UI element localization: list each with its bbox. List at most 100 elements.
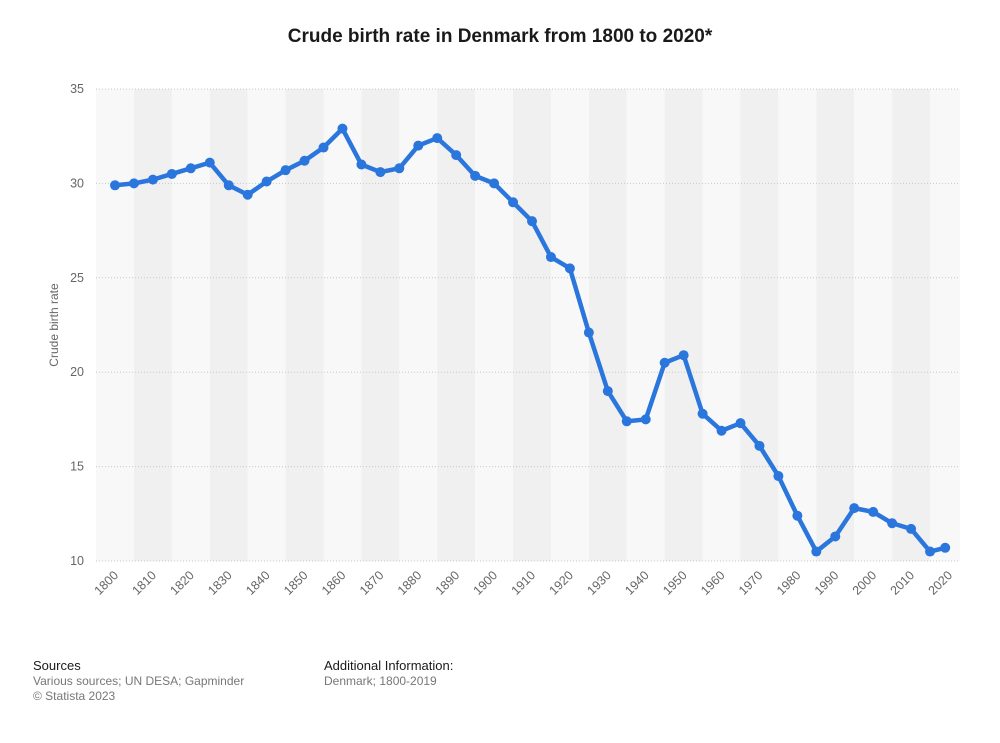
chart-title: Crude birth rate in Denmark from 1800 to… — [288, 26, 713, 47]
background-band — [247, 89, 286, 561]
x-tick-label: 1910 — [509, 568, 539, 598]
x-tick-label: 1980 — [774, 568, 804, 598]
x-tick-label: 1870 — [357, 568, 387, 598]
data-point — [602, 386, 613, 397]
data-point — [583, 327, 594, 338]
data-point — [451, 150, 462, 161]
data-point — [545, 252, 556, 263]
data-point — [185, 163, 196, 174]
data-point — [849, 503, 860, 514]
data-point — [697, 408, 708, 419]
x-tick-label: 1920 — [546, 568, 576, 598]
data-point — [868, 506, 879, 517]
data-point — [564, 263, 575, 274]
x-tick-label: 1830 — [205, 568, 235, 598]
data-point — [147, 174, 158, 185]
alternating-bands — [96, 89, 960, 561]
x-tick-label: 2020 — [926, 568, 956, 598]
additional-info-text: Denmark; 1800-2019 — [324, 674, 437, 688]
x-tick-label: 1930 — [584, 568, 614, 598]
x-tick-label: 2000 — [850, 568, 880, 598]
background-band — [664, 89, 703, 561]
x-tick-label: 1850 — [281, 568, 311, 598]
x-tick-label: 1840 — [243, 568, 273, 598]
y-tick-label: 35 — [70, 82, 84, 96]
background-band — [399, 89, 438, 561]
data-point — [223, 180, 234, 191]
data-point — [375, 167, 386, 178]
data-point — [280, 165, 291, 176]
x-tick-label: 1800 — [92, 568, 122, 598]
background-band — [740, 89, 779, 561]
data-point — [508, 197, 519, 208]
x-tick-label: 1810 — [129, 568, 159, 598]
y-tick-label: 25 — [70, 271, 84, 285]
data-point — [413, 140, 424, 151]
x-tick-label: 2010 — [888, 568, 918, 598]
data-point — [242, 189, 253, 200]
y-tick-label: 20 — [70, 365, 84, 379]
data-point — [166, 168, 177, 179]
data-point — [527, 216, 537, 227]
y-tick-label: 10 — [70, 554, 84, 568]
background-band — [930, 89, 960, 561]
background-band — [475, 89, 514, 561]
x-tick-label: 1860 — [319, 568, 349, 598]
data-point — [394, 163, 405, 174]
data-point — [640, 414, 651, 425]
x-tick-label: 1900 — [471, 568, 501, 598]
background-band — [778, 89, 817, 561]
data-point — [621, 416, 632, 427]
data-point — [792, 510, 803, 521]
x-tick-label: 1950 — [660, 568, 690, 598]
y-tick-label: 30 — [70, 176, 84, 190]
additional-info-block: Additional Information: Denmark; 1800-20… — [324, 658, 453, 689]
additional-info-heading: Additional Information: — [324, 658, 454, 673]
background-band — [588, 89, 627, 561]
x-tick-label: 1940 — [622, 568, 652, 598]
copyright-text[interactable]: © Statista 2023 — [33, 689, 116, 703]
background-band — [171, 89, 210, 561]
data-point — [299, 155, 310, 166]
data-point — [811, 546, 822, 557]
background-band — [892, 89, 931, 561]
y-tick-label: 15 — [70, 460, 84, 474]
data-point — [128, 178, 139, 189]
background-band — [361, 89, 400, 561]
background-band — [209, 89, 248, 561]
x-tick-label: 1970 — [736, 568, 766, 598]
x-tick-label: 1890 — [433, 568, 463, 598]
y-axis-title: Crude birth rate — [47, 283, 61, 367]
data-point — [925, 546, 936, 557]
background-band — [702, 89, 741, 561]
x-axis-ticks: 1800 1810 1820 1830 1840 1850 1860 1870 1880 1890… — [92, 568, 956, 598]
data-point — [318, 142, 329, 153]
data-point — [470, 170, 481, 181]
data-point — [906, 523, 917, 534]
background-band — [816, 89, 855, 561]
background-band — [323, 89, 362, 561]
series-group — [110, 123, 951, 557]
sources-text[interactable]: Various sources; UN DESA; Gapminder — [33, 674, 245, 688]
background-band — [854, 89, 893, 561]
data-point — [337, 123, 348, 134]
background-band — [550, 89, 589, 561]
sources-heading: Sources — [33, 658, 81, 673]
data-point — [754, 440, 765, 451]
data-point — [887, 518, 898, 529]
data-point — [261, 176, 272, 187]
x-tick-label: 1960 — [698, 568, 728, 598]
background-band — [513, 89, 551, 561]
x-tick-label: 1990 — [812, 568, 842, 598]
data-point — [489, 178, 500, 189]
data-point — [110, 180, 120, 191]
data-point — [678, 350, 689, 361]
background-band — [626, 89, 665, 561]
data-point — [204, 157, 215, 168]
background-band — [96, 89, 134, 561]
data-point — [830, 531, 841, 542]
data-point — [356, 159, 367, 170]
data-point — [659, 357, 670, 368]
background-band — [133, 89, 172, 561]
